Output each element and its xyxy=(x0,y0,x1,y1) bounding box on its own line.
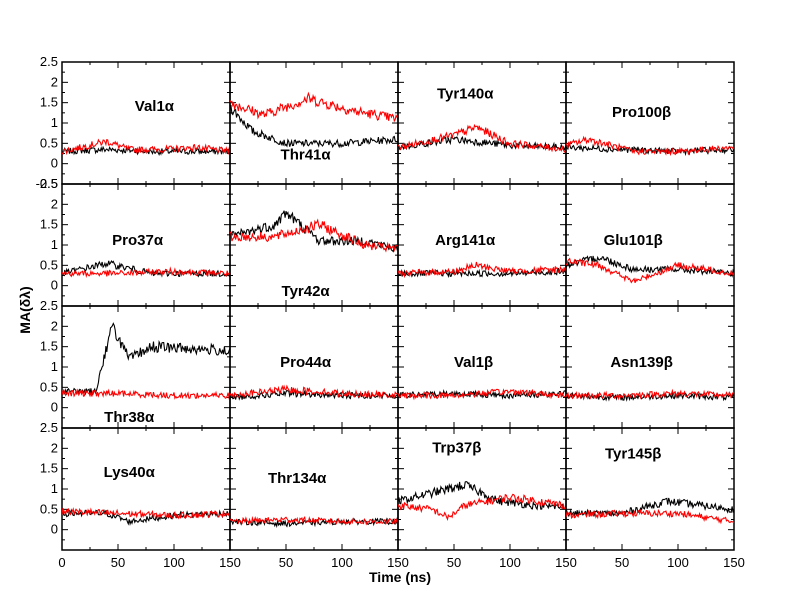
y-tick-label: 1.5 xyxy=(40,95,58,110)
series-red-line xyxy=(230,515,398,526)
series-red-line xyxy=(398,123,566,154)
series-red-line xyxy=(398,388,566,401)
series-red-line xyxy=(398,261,566,279)
panel-label: Glu101β xyxy=(604,232,663,249)
panels-layer: Val1α Thr41α Tyr140α Pro100β Pro37α Tyr42α Arg… xyxy=(61,61,735,551)
series-black-line xyxy=(62,260,230,278)
panel-label: Trp37β xyxy=(432,439,481,456)
panel-label: Val1α xyxy=(135,98,175,115)
y-tick-label: 1.5 xyxy=(40,217,58,232)
y-tick-label: 0.5 xyxy=(40,501,58,516)
panel-label: Thr38α xyxy=(104,409,155,426)
series-red-line xyxy=(62,138,230,156)
x-tick-label: 100 xyxy=(331,555,353,570)
panel-label: Val1β xyxy=(454,354,493,371)
series-red-line xyxy=(566,135,734,157)
panel-label: Pro100β xyxy=(612,104,671,121)
series-black-line xyxy=(230,388,398,401)
series-red-line xyxy=(230,384,398,399)
series-black-line xyxy=(566,497,734,518)
panel-label: Thr134α xyxy=(268,470,327,487)
y-axis-label: MA(δλ) xyxy=(17,286,33,333)
x-tick-label: 50 xyxy=(447,555,461,570)
series-black-line xyxy=(566,143,734,157)
y-tick-label: 1 xyxy=(51,359,58,374)
series-red-line xyxy=(62,388,230,400)
y-tick-label: 2 xyxy=(51,74,58,89)
panel-16: Tyr145β xyxy=(565,427,735,551)
panel-label: Arg141α xyxy=(435,232,496,249)
y-tick-label: 1.5 xyxy=(40,339,58,354)
y-tick-label: 2.5 xyxy=(40,420,58,435)
series-red-line xyxy=(230,91,398,123)
y-tick-label: 0 xyxy=(51,278,58,293)
y-tick-label: 2 xyxy=(51,318,58,333)
x-tick-label: 50 xyxy=(615,555,629,570)
series-black-line xyxy=(230,105,398,149)
y-tick-label: 1 xyxy=(51,237,58,252)
x-tick-label: 100 xyxy=(163,555,185,570)
series-black-line xyxy=(566,255,734,278)
y-tick-label: 2.5 xyxy=(40,54,58,69)
panel-label: Tyr140α xyxy=(437,86,494,103)
x-tick-label: 0 xyxy=(58,555,65,570)
panel-1: Val1α xyxy=(61,61,231,185)
y-tick-label: 0.5 xyxy=(40,257,58,272)
x-tick-label: 100 xyxy=(499,555,521,570)
x-axis-label: Time (ns) xyxy=(369,569,431,585)
panel-label: Pro37α xyxy=(112,232,164,249)
panel-label: Tyr42α xyxy=(282,283,331,300)
series-red-line xyxy=(566,388,734,401)
series-red-line xyxy=(62,507,230,520)
panel-label: Thr41α xyxy=(281,147,332,164)
series-red-line xyxy=(62,266,230,278)
series-black-line xyxy=(398,135,566,153)
series-red-line xyxy=(566,508,734,525)
y-tick-label: 2 xyxy=(51,196,58,211)
series-black-line xyxy=(230,210,398,253)
y-tick-label: 0.5 xyxy=(40,135,58,150)
y-tick-label: 2.5 xyxy=(40,298,58,313)
series-red-line xyxy=(398,493,566,521)
panel-8: Glu101β xyxy=(565,183,735,307)
x-tick-label: 150 xyxy=(219,555,241,570)
x-tick-label: 150 xyxy=(555,555,577,570)
y-tick-label: 0.5 xyxy=(40,379,58,394)
x-tick-label: 100 xyxy=(667,555,689,570)
x-tick-label: 50 xyxy=(111,555,125,570)
y-tick-label: 1 xyxy=(51,115,58,130)
series-red-line xyxy=(230,218,398,253)
axis-layer: -0.5 0 0.5 1 1.5 2 2.5 0 0.5 1 1.5 2 2.5 0 0.5 1 1.5 2 2.5… xyxy=(36,54,745,570)
y-tick-label: 0 xyxy=(51,156,58,171)
x-tick-label: 150 xyxy=(723,555,745,570)
y-tick-label: 1.5 xyxy=(40,461,58,476)
y-tick-label: 2 xyxy=(51,440,58,455)
y-tick-label: 2.5 xyxy=(40,176,58,191)
x-tick-label: 50 xyxy=(279,555,293,570)
panel-label: Tyr145β xyxy=(605,446,661,463)
y-tick-label: 0 xyxy=(51,400,58,415)
panel-label: Asn139β xyxy=(610,354,673,371)
y-tick-label: 0 xyxy=(51,522,58,537)
panel-label: Lys40α xyxy=(104,464,156,481)
panel-label: Pro44α xyxy=(280,354,332,371)
series-red-line xyxy=(566,257,734,284)
y-tick-label: -0.5 xyxy=(36,176,58,191)
y-tick-label: 1 xyxy=(51,481,58,496)
x-tick-label: 150 xyxy=(387,555,409,570)
